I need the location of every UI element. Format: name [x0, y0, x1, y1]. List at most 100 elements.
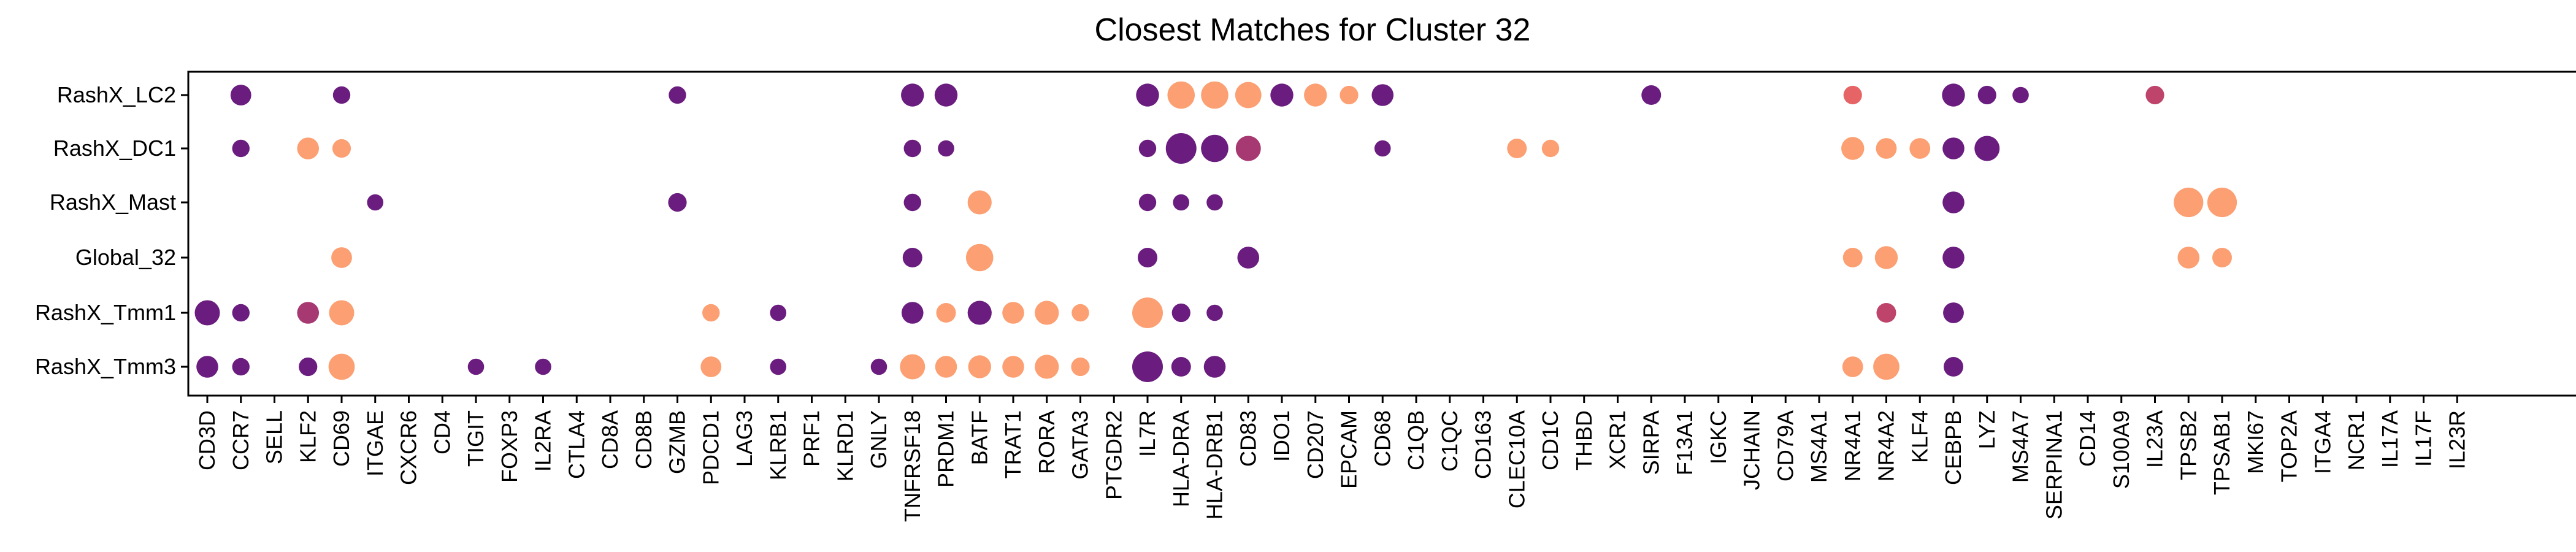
x-tick-label: S100A9	[2109, 410, 2134, 489]
data-point	[1173, 194, 1190, 211]
data-point	[2145, 85, 2164, 105]
x-tick-label: CD8B	[631, 410, 656, 469]
x-tick-label: LYZ	[1974, 410, 1999, 449]
data-point	[1876, 138, 1897, 159]
x-tick-label: EPCAM	[1336, 410, 1362, 489]
data-point	[669, 86, 686, 104]
data-point	[700, 356, 722, 377]
x-tick-label: SELL	[262, 410, 287, 464]
data-point	[367, 194, 384, 211]
x-tick-label: NR4A2	[1874, 410, 1899, 481]
data-point	[1171, 303, 1190, 323]
x-tick-label: GATA3	[1068, 410, 1093, 480]
y-tick-label: RashX_DC1	[53, 136, 176, 161]
x-tick-label: IL2RA	[531, 410, 556, 472]
x-tick-label: HLA-DRA	[1168, 410, 1194, 507]
x-axis: CD3D CCR7 SELL KLF2 CD69 ITGAE CXCR6 CD4 TIGIT FO…	[194, 396, 2469, 522]
data-point	[967, 190, 992, 215]
x-tick-label: LAG3	[732, 410, 757, 467]
data-point	[900, 354, 926, 380]
x-tick-label: IL17F	[2411, 410, 2436, 467]
x-tick-label: PDCD1	[698, 410, 723, 485]
data-point	[1237, 247, 1260, 269]
data-point	[196, 356, 218, 378]
data-point	[1541, 139, 1560, 158]
data-point	[230, 85, 251, 105]
x-tick-label: THBD	[1571, 410, 1597, 470]
data-point	[902, 248, 922, 267]
x-tick-label: CEBPB	[1941, 410, 1966, 485]
x-tick-label: CD83	[1235, 410, 1260, 467]
x-tick-label: TPSAB1	[2209, 410, 2234, 495]
x-tick-label: GZMB	[665, 410, 690, 474]
y-tick-label: RashX_Mast	[50, 190, 176, 215]
data-point	[935, 356, 957, 378]
y-tick-label: RashX_Tmm3	[35, 354, 176, 379]
data-point	[1374, 140, 1391, 157]
data-point	[938, 140, 954, 157]
x-tick-label: CTLA4	[564, 410, 589, 479]
data-point	[1874, 246, 1898, 269]
data-point	[1132, 351, 1163, 382]
x-tick-label: CD8A	[597, 410, 623, 469]
x-tick-label: PRDM1	[933, 410, 959, 488]
data-point	[1071, 304, 1089, 322]
x-tick-label: JCHAIN	[1739, 410, 1765, 490]
data-point	[1974, 136, 2000, 161]
x-tick-label: CLEC10A	[1504, 410, 1529, 508]
data-point	[1876, 303, 1896, 323]
data-point	[1942, 247, 1965, 269]
x-tick-label: CD69	[329, 410, 354, 467]
chart-title: Closest Matches for Cluster 32	[1095, 12, 1531, 48]
data-point	[535, 358, 551, 375]
x-tick-label: PTGDR2	[1101, 410, 1126, 500]
data-point	[1235, 136, 1261, 161]
data-point	[770, 358, 787, 375]
x-tick-label: FOXP3	[497, 410, 522, 483]
x-tick-label: BATF	[967, 410, 992, 465]
data-point	[1002, 356, 1024, 378]
x-tick-label: C1QC	[1437, 410, 1462, 472]
data-point	[936, 303, 956, 323]
x-tick-label: HLA-DRB1	[1202, 410, 1227, 519]
data-point	[332, 139, 351, 158]
data-point	[1071, 357, 1090, 377]
y-tick-label: RashX_LC2	[57, 82, 176, 107]
x-tick-label: F13A1	[1672, 410, 1697, 475]
x-tick-label: TPSB2	[2175, 410, 2201, 480]
x-tick-label: IL23R	[2444, 410, 2469, 469]
x-tick-label: MS4A7	[2008, 410, 2033, 483]
data-point	[1842, 356, 1863, 377]
data-point	[332, 86, 351, 104]
x-tick-label: SERPINA1	[2041, 410, 2066, 519]
x-tick-label: MS4A1	[1806, 410, 1831, 483]
y-axis: RashX_LC2 RashX_DC1 RashX_Mast Global_32 Ras…	[35, 82, 188, 379]
x-tick-label: TNFRSF18	[900, 410, 925, 522]
x-tick-label: SIRPA	[1638, 410, 1663, 475]
x-tick-label: PRF1	[799, 410, 824, 467]
data-point	[232, 304, 250, 322]
data-point	[2212, 248, 2232, 267]
x-tick-label: IL23A	[2142, 410, 2168, 468]
data-point	[1002, 302, 1024, 324]
data-point	[299, 357, 318, 377]
data-point	[668, 193, 687, 212]
data-point	[1132, 297, 1163, 328]
data-point	[870, 358, 887, 375]
x-tick-label: IDO1	[1269, 410, 1294, 462]
x-tick-label: CD1C	[1538, 410, 1563, 470]
data-point	[1206, 194, 1223, 211]
data-point	[2012, 86, 2029, 104]
x-tick-label: TOP2A	[2277, 410, 2302, 482]
data-point	[968, 355, 991, 378]
data-point	[1943, 302, 1964, 323]
data-point	[903, 193, 921, 212]
data-point	[1206, 304, 1223, 321]
data-point	[1507, 139, 1527, 158]
data-point	[1304, 83, 1327, 107]
data-point	[194, 300, 220, 326]
data-point	[770, 304, 787, 321]
x-tick-label: ITGAE	[362, 410, 388, 477]
data-point	[1138, 139, 1157, 158]
